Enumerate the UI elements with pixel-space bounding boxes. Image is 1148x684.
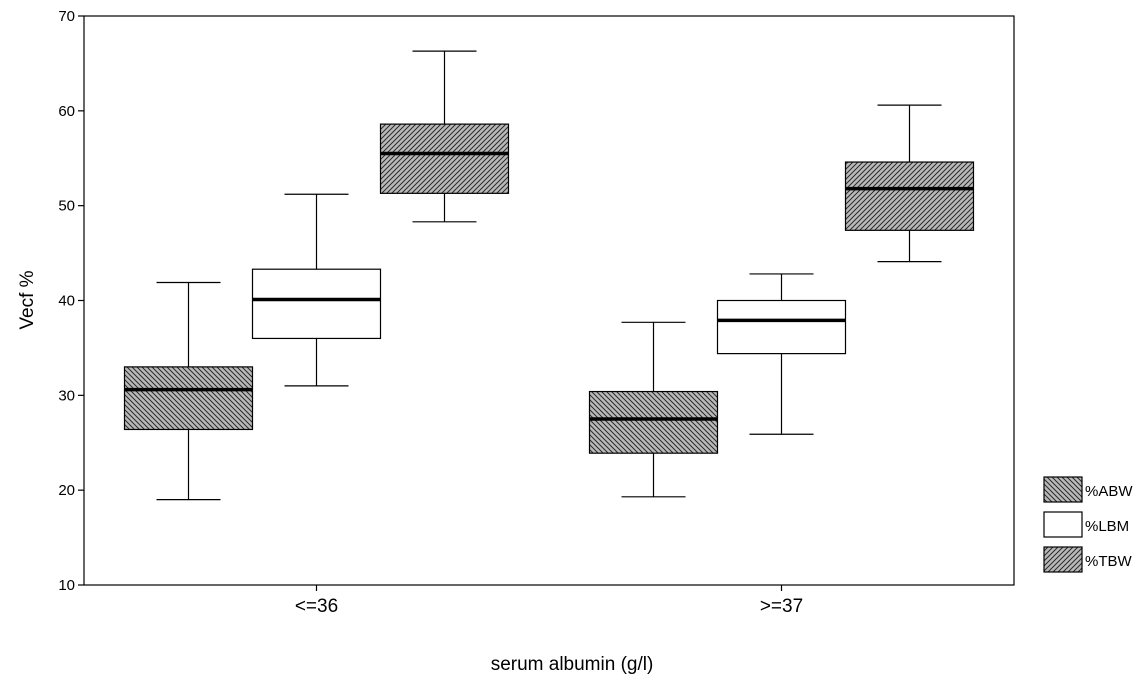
x-axis-title: serum albumin (g/l) xyxy=(491,654,654,675)
iqr-box xyxy=(716,299,847,355)
legend-label: %LBM xyxy=(1085,518,1129,535)
x-axis: <=36 >=37 xyxy=(295,585,803,617)
iqr-box xyxy=(251,268,382,340)
x-category-label: <=36 xyxy=(295,596,338,617)
y-axis-title: Vecf % xyxy=(17,270,38,329)
legend-swatch xyxy=(1043,476,1083,503)
plot-area xyxy=(83,15,1015,586)
box-lbm xyxy=(251,193,382,387)
y-tick-label: 50 xyxy=(58,198,75,215)
box-lbm xyxy=(716,273,847,435)
box-tbw xyxy=(844,104,975,263)
box-tbw xyxy=(379,50,510,223)
iqr-box xyxy=(379,123,510,194)
legend-label: %TBW xyxy=(1085,553,1133,570)
box-abw xyxy=(588,321,719,498)
legend-swatch xyxy=(1043,546,1083,573)
box-series xyxy=(123,50,975,501)
y-tick-label: 10 xyxy=(58,577,75,594)
legend-label: %ABW xyxy=(1085,483,1133,500)
y-tick-label: 20 xyxy=(58,482,75,499)
x-category-label: >=37 xyxy=(760,596,803,617)
iqr-box xyxy=(844,161,975,231)
y-tick-label: 30 xyxy=(58,387,75,404)
y-axis: 10 20 30 40 50 60 70 xyxy=(58,8,84,594)
legend-swatch xyxy=(1043,511,1083,538)
y-tick-label: 70 xyxy=(58,8,75,25)
iqr-box xyxy=(123,366,254,431)
legend: %ABW %LBM %TBW xyxy=(1043,476,1133,573)
iqr-box xyxy=(588,390,719,454)
box-abw xyxy=(123,281,254,501)
y-tick-label: 40 xyxy=(58,293,75,310)
y-tick-label: 60 xyxy=(58,103,75,120)
